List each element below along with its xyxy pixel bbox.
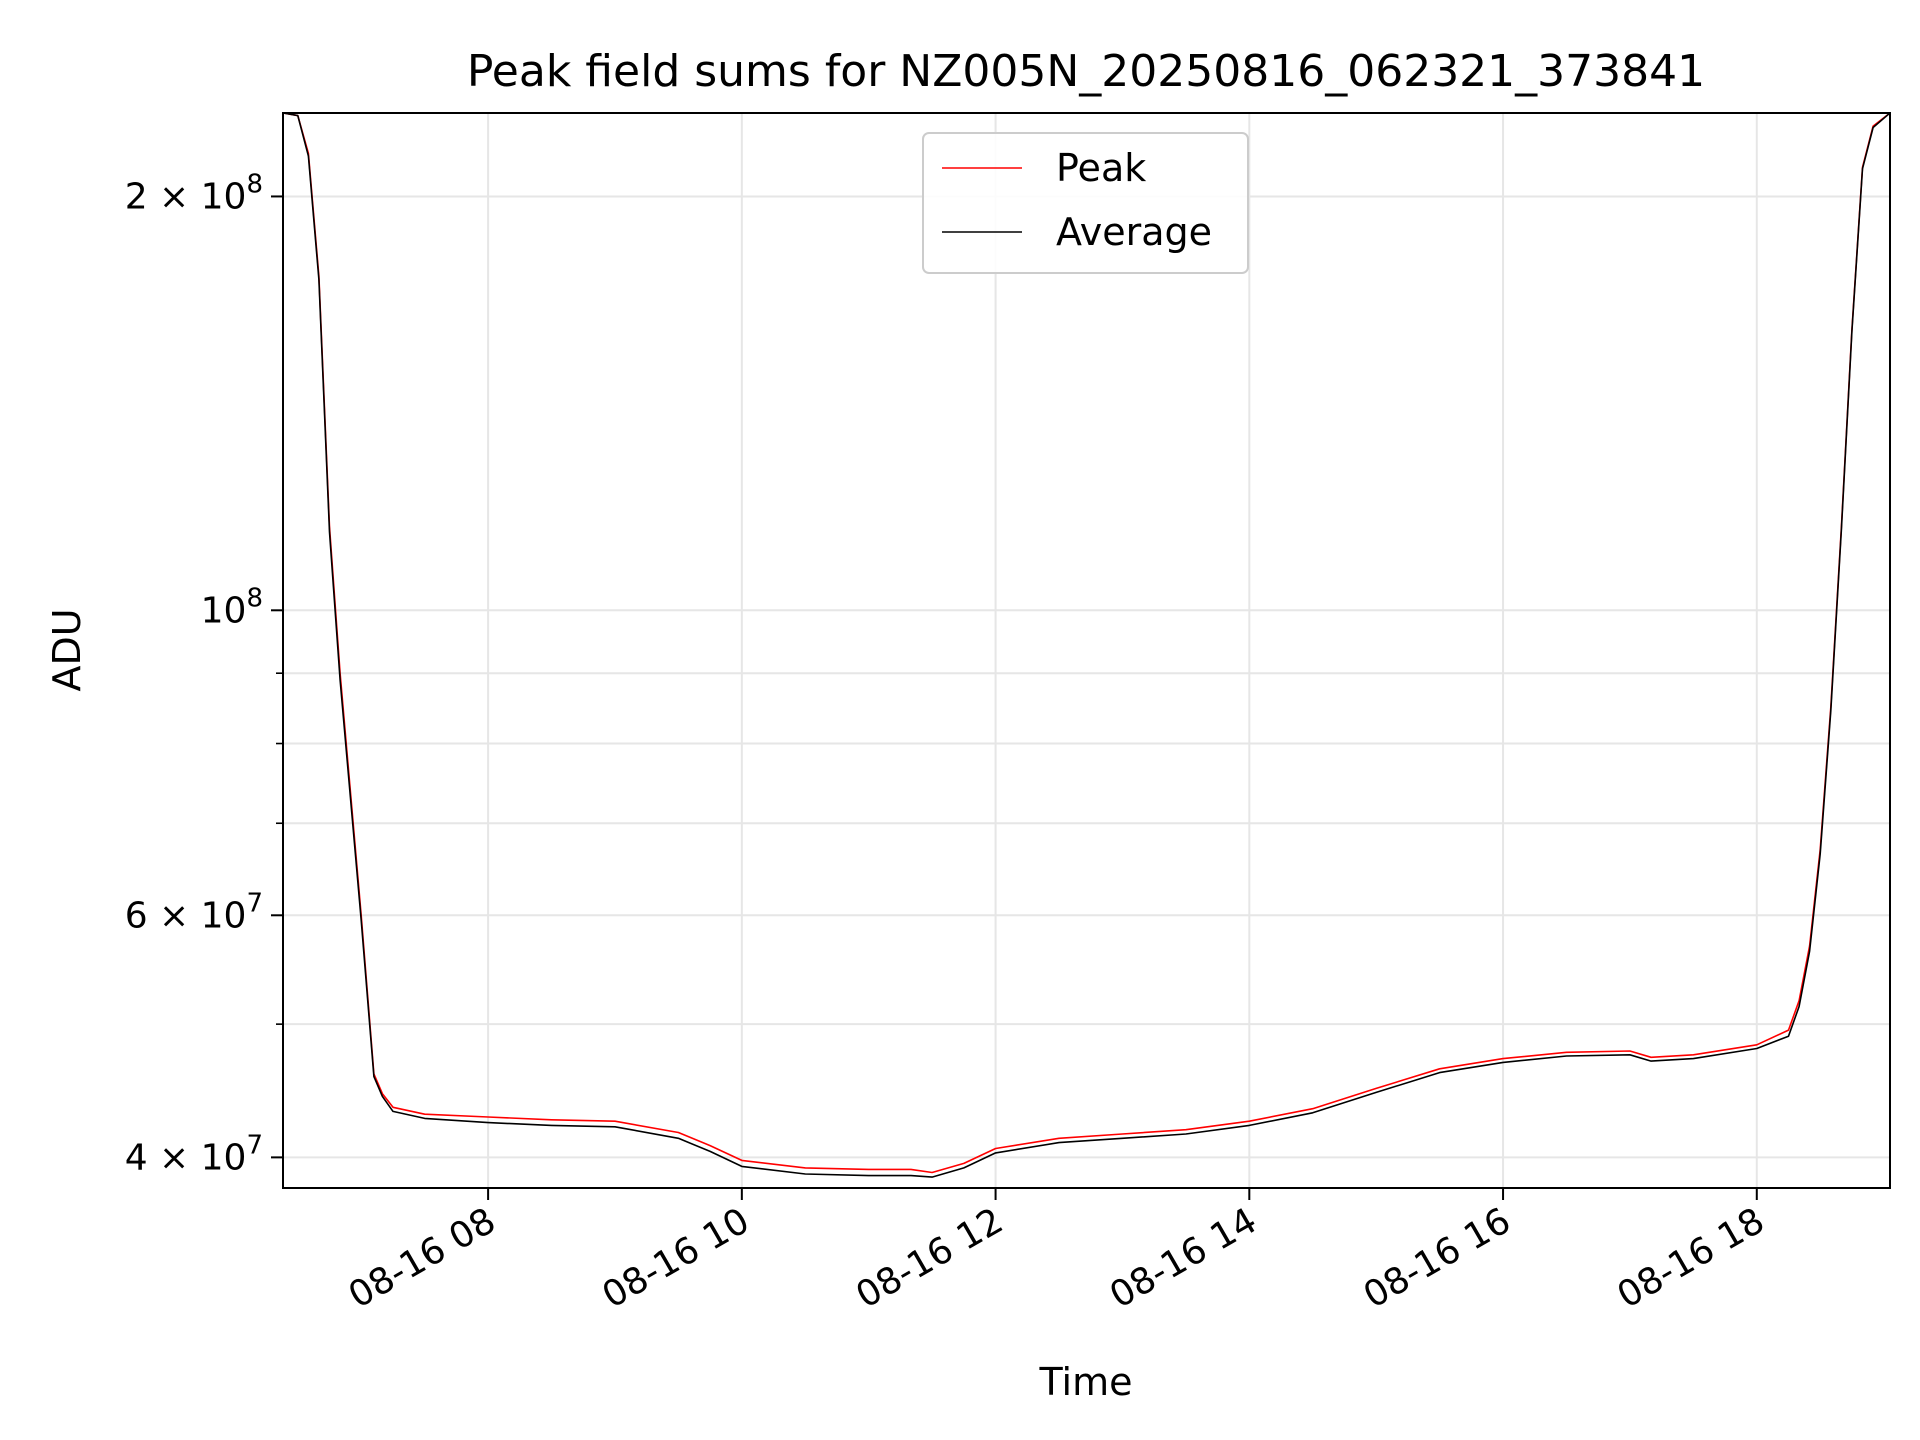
- y-tick-label-exponent: 8: [246, 583, 263, 613]
- plot-area-frame: [282, 112, 1891, 1189]
- legend-label-average: Average: [1056, 210, 1212, 254]
- y-tick-label: 108: [201, 583, 263, 631]
- y-tick-label: 2 × 108: [125, 169, 263, 217]
- series-layer: [283, 113, 1890, 1178]
- y-tick-label-base: 6 × 10: [125, 895, 247, 936]
- legend-label-peak: Peak: [1056, 146, 1146, 190]
- y-tick-label-base: 10: [201, 590, 247, 631]
- y-tick-label-base: 4 × 10: [125, 1137, 247, 1178]
- y-tick-label-base: 2 × 10: [125, 176, 247, 217]
- y-tick-label-exponent: 7: [246, 888, 263, 918]
- series-line-average: [283, 113, 1890, 1178]
- y-axis-label: ADU: [45, 608, 89, 691]
- x-axis-label: Time: [1039, 1360, 1133, 1404]
- y-tick-label-exponent: 8: [246, 169, 263, 199]
- chart-title: Peak field sums for NZ005N_20250816_0623…: [467, 46, 1705, 97]
- series-line-peak: [283, 113, 1890, 1174]
- y-tick-label: 4 × 107: [125, 1130, 263, 1178]
- legend: Peak Average: [922, 132, 1249, 274]
- y-tick-label: 6 × 107: [125, 888, 263, 936]
- y-tick-label-exponent: 7: [246, 1130, 263, 1160]
